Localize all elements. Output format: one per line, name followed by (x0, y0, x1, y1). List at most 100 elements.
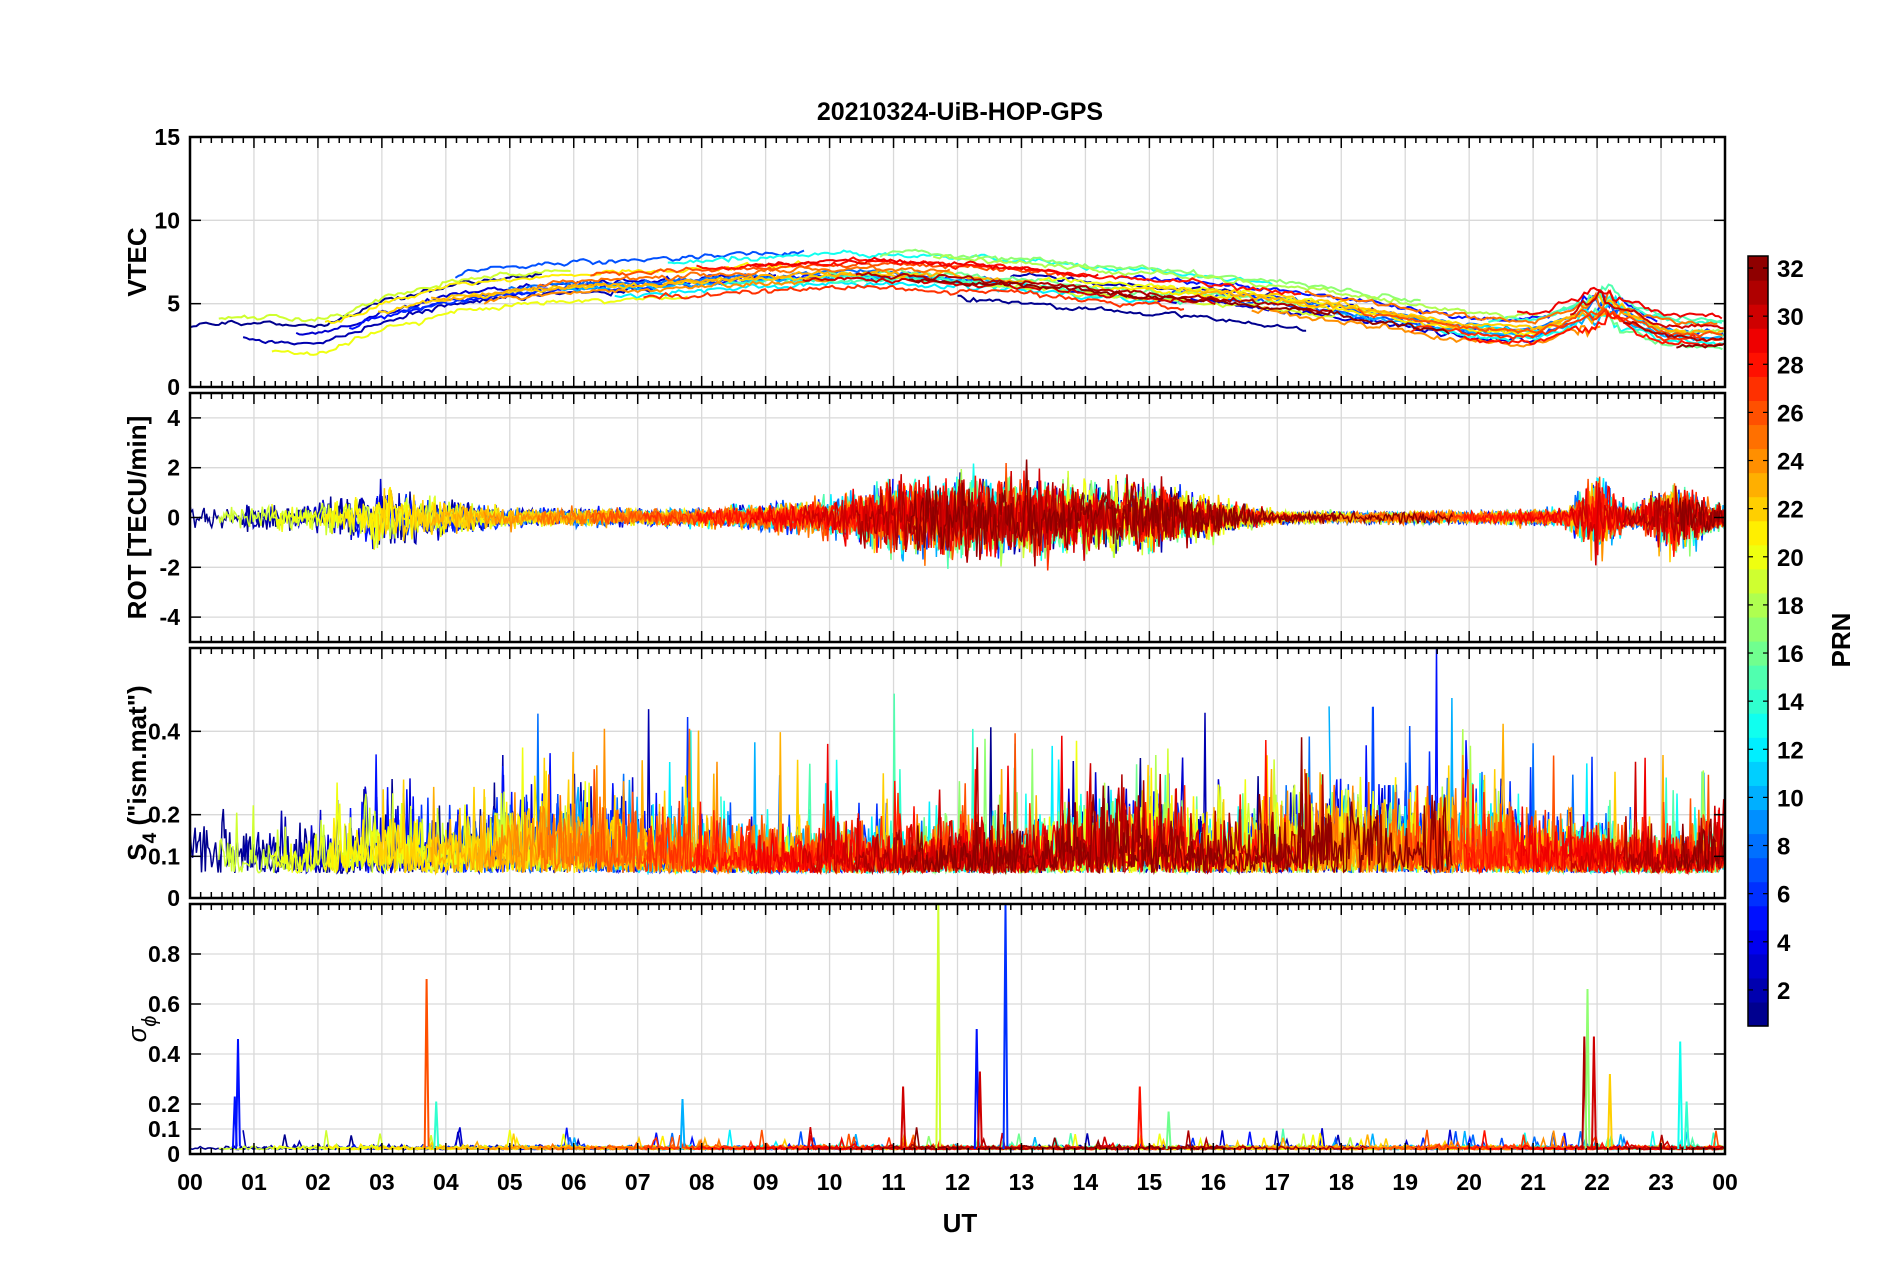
rot-trace-prn-31 (1622, 485, 1725, 541)
s4-trace-prn-32 (908, 737, 1454, 876)
sigma-ytick-label: 0.8 (148, 941, 180, 967)
x-tick-label: 02 (305, 1169, 331, 1195)
colorbar-swatch (1748, 881, 1768, 907)
colorbar-tick-label: 6 (1777, 882, 1790, 909)
sigma-spike (977, 1071, 983, 1150)
colorbar-tick-label: 10 (1777, 785, 1804, 812)
colorbar-tick-label: 8 (1777, 834, 1790, 861)
rot-x-ticks (189, 393, 1726, 642)
panel-sigma: 00.10.2 0.4 0.6 0.8 σϕ (122, 902, 1727, 1167)
vtec-trace-prn-26 (1357, 307, 1723, 338)
sigma-grid (190, 904, 1725, 1154)
vtec-series (190, 248, 1725, 356)
rot-trace-prn-32 (908, 459, 1454, 557)
colorbar-tick-label: 28 (1777, 352, 1804, 379)
sigma-spike (973, 1028, 980, 1150)
x-tick-label: 23 (1648, 1169, 1674, 1195)
vtec-trace-prn-20 (271, 295, 689, 356)
colorbar-swatch (1748, 496, 1768, 522)
panel-vtec: 0 5 10 15 VTEC (122, 124, 1727, 400)
x-tick-label: 03 (369, 1169, 395, 1195)
colorbar-tick-label: 2 (1777, 978, 1790, 1005)
x-tick-label: 06 (561, 1169, 587, 1195)
colorbar-swatch (1748, 785, 1768, 811)
colorbar-swatch (1748, 857, 1768, 883)
colorbar-swatch (1748, 737, 1768, 762)
vtec-trace-prn-27 (643, 284, 1185, 311)
sigma-spike (1165, 1111, 1172, 1150)
colorbar-swatch (1748, 448, 1768, 474)
sigma-spike (1591, 1036, 1597, 1150)
colorbar-swatch (1748, 568, 1768, 594)
sigma-spike (1136, 1086, 1143, 1150)
colorbar-swatch (1748, 977, 1768, 1003)
colorbar-swatch (1748, 713, 1768, 738)
sigma-spike (1584, 988, 1591, 1150)
rot-ytick-label: 0 (167, 505, 180, 531)
sigma-spike (1683, 1101, 1690, 1150)
sigma-ylabel: σϕ (122, 1016, 161, 1043)
rot-ytick-label: 4 (167, 405, 180, 431)
vtec-x-ticks (189, 137, 1726, 387)
s4-trace-prn-31 (1622, 816, 1725, 873)
colorbar-tick-label: 20 (1777, 545, 1804, 572)
x-tick-label: 22 (1584, 1169, 1610, 1195)
colorbar-tick-label: 26 (1777, 400, 1804, 427)
x-tick-label: 09 (753, 1169, 779, 1195)
rot-trace-prn-32 (1675, 497, 1725, 541)
sigma-ytick-label: 0.6 (148, 991, 180, 1017)
colorbar-tick-label: 16 (1777, 641, 1804, 668)
vtec-trace-prn-28 (1463, 310, 1724, 347)
colorbar-swatch (1748, 1001, 1768, 1027)
colorbar-tick-label: 4 (1777, 930, 1791, 957)
colorbar-swatch (1748, 376, 1768, 401)
sigma-spike (235, 1038, 241, 1150)
colorbar-swatch (1748, 592, 1768, 618)
colorbar-swatch (1748, 520, 1768, 546)
colorbar-swatch (1748, 761, 1768, 786)
s4-ytick-label: 0 (167, 885, 180, 911)
panel-rot: -4 -2 0 2 4 ROT [TECU/min] (122, 391, 1727, 644)
rot-ytick-label: -4 (160, 604, 181, 630)
colorbar-swatch (1748, 616, 1768, 642)
vtec-trace-prn-16 (826, 268, 1304, 307)
sigma-ytick-label: 0 (167, 1141, 180, 1167)
x-tick-label: 13 (1009, 1169, 1035, 1195)
s4-ytick-label: 0.1 (148, 843, 180, 869)
panel-s4: 0 0.1 0.2 0.4S4 ("ism.mat") (122, 646, 1727, 911)
colorbar-swatch (1748, 328, 1768, 353)
s4-ytick-label: 0.4 (148, 718, 180, 744)
colorbar-swatch (1748, 833, 1768, 859)
colorbar-swatch (1748, 304, 1768, 329)
s4-trace-prn-32 (1675, 818, 1725, 872)
colorbar-swatch (1748, 400, 1768, 426)
colorbar-tick-label: 18 (1777, 593, 1804, 620)
x-tick-label: 00 (1712, 1169, 1738, 1195)
rot-trace-prn-24 (1251, 495, 1605, 562)
sigma-spike (433, 1101, 440, 1150)
s4-ylabel: S4 ("ism.mat") (122, 685, 161, 860)
x-tick-label: 07 (625, 1169, 651, 1195)
colorbar-swatch (1748, 641, 1768, 666)
vtec-trace-prn-15 (1541, 283, 1724, 323)
vtec-trace-prn-1 (957, 294, 1307, 332)
vtec-trace-prn-1 (190, 272, 542, 329)
x-tick-label: 08 (689, 1169, 715, 1195)
vtec-trace-prn-23 (430, 269, 1036, 302)
vtec-ytick-label: 10 (154, 207, 180, 233)
vtec-trace-prn-31 (855, 271, 1333, 314)
vtec-trace-prn-30 (1569, 290, 1724, 330)
colorbar-swatch (1748, 352, 1768, 377)
x-tick-label: 21 (1520, 1169, 1546, 1195)
vtec-ytick-label: 15 (154, 124, 180, 150)
vtec-trace-prn-17 (879, 248, 1421, 303)
colorbar-swatch (1748, 280, 1768, 305)
x-tick-label: 01 (241, 1169, 267, 1195)
vtec-trace-prn-25 (1304, 288, 1718, 327)
colorbar-tick-label: 14 (1777, 689, 1804, 716)
colorbar-swatch (1748, 689, 1768, 714)
vtec-ylabel: VTEC (122, 227, 152, 297)
vtec-trace-prn-31 (1623, 320, 1723, 343)
